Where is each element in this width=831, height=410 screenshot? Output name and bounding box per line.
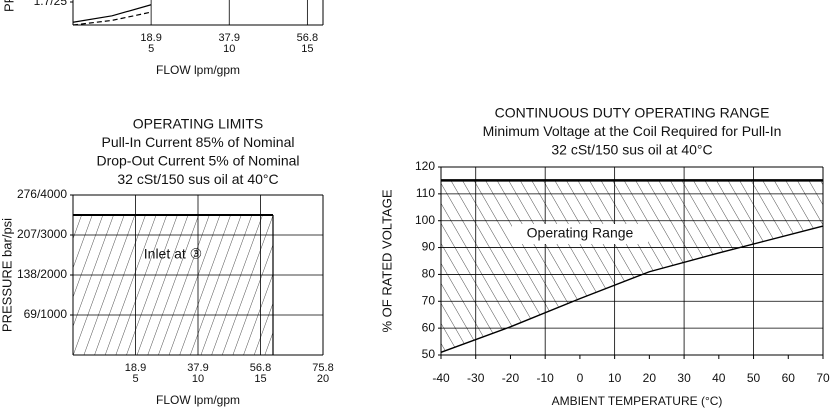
x-tick-label: -30 <box>467 371 485 385</box>
x-axis-label: AMBIENT TEMPERATURE (°C) <box>552 394 723 408</box>
data-line <box>72 4 152 23</box>
x-tick-label: 10 <box>608 371 622 385</box>
x-tick-label: -40 <box>432 371 450 385</box>
y-tick-label: 60 <box>422 320 436 334</box>
x-tick-label-lpm: 37.9 <box>219 32 240 44</box>
x-tick-label: -10 <box>537 371 555 385</box>
x-tick-label-lpm: 18.9 <box>125 362 146 374</box>
chart-subtitle: 32 cSt/150 sus oil at 40°C <box>551 142 712 158</box>
chart-subtitle: Drop-Out Current 5% of Nominal <box>96 153 299 169</box>
label-bg <box>512 224 648 244</box>
y-tick-label: 207/3000 <box>17 227 67 241</box>
y-tick-label: 50 <box>422 347 436 361</box>
y-tick-label: 120 <box>415 159 435 173</box>
y-axis-label: PRESSURE bar/psi <box>0 218 14 332</box>
x-axis-label: FLOW lpm/gpm <box>156 393 240 407</box>
operating-region <box>441 180 823 353</box>
annotation: Operating Range <box>527 225 634 241</box>
x-tick-label-lpm: 37.9 <box>187 362 208 374</box>
chart-subtitle: Pull-In Current 85% of Nominal <box>102 134 295 150</box>
x-tick-label: 15 <box>254 373 266 385</box>
x-tick-label-lpm: 75.8 <box>312 362 333 374</box>
x-tick-label-lpm: 56.8 <box>297 32 318 44</box>
y-axis-label: % OF RATED VOLTAGE <box>379 189 394 332</box>
y-tick-label: 110 <box>416 186 435 200</box>
y-tick-label: 80 <box>422 267 436 281</box>
x-tick-label: 15 <box>301 43 313 55</box>
chart-title: CONTINUOUS DUTY OPERATING RANGE <box>495 105 770 121</box>
chart-title: OPERATING LIMITS <box>133 116 263 132</box>
x-tick-label-lpm: 18.9 <box>140 32 161 44</box>
x-tick-label: 50 <box>747 371 761 385</box>
x-tick-label: 40 <box>712 371 726 385</box>
y-tick-label: 100 <box>415 213 435 227</box>
x-tick-label: 60 <box>782 371 796 385</box>
x-tick-label: 5 <box>132 373 138 385</box>
y-tick-label: 90 <box>422 240 436 254</box>
x-tick-label: 5 <box>148 43 154 55</box>
y-tick-label: 276/4000 <box>17 187 67 201</box>
x-tick-label: 0 <box>577 371 584 385</box>
operating-region <box>73 215 273 355</box>
chart-subtitle: 32 cSt/150 sus oil at 40°C <box>117 171 278 187</box>
y-tick-label: 1.7/25 <box>34 0 68 8</box>
chart-subtitle: Minimum Voltage at the Coil Required for… <box>483 123 782 139</box>
x-tick-label: 30 <box>677 371 691 385</box>
x-tick-label: 20 <box>317 373 329 385</box>
x-tick-label: 10 <box>192 373 204 385</box>
y-tick-label: 70 <box>422 293 436 307</box>
x-tick-label: -20 <box>502 371 520 385</box>
x-tick-label: 70 <box>816 371 830 385</box>
x-tick-label-lpm: 56.8 <box>250 362 271 374</box>
data-line <box>440 225 824 353</box>
y-tick-label: 69/1000 <box>24 307 68 321</box>
x-tick-label: 10 <box>223 43 235 55</box>
data-line <box>72 11 152 26</box>
x-tick-label: 20 <box>643 371 657 385</box>
x-axis-label: FLOW lpm/gpm <box>156 63 240 77</box>
y-axis-label: PRE <box>1 0 16 12</box>
y-tick-label: 138/2000 <box>17 267 67 281</box>
annotation: Inlet at ③ <box>144 246 202 262</box>
